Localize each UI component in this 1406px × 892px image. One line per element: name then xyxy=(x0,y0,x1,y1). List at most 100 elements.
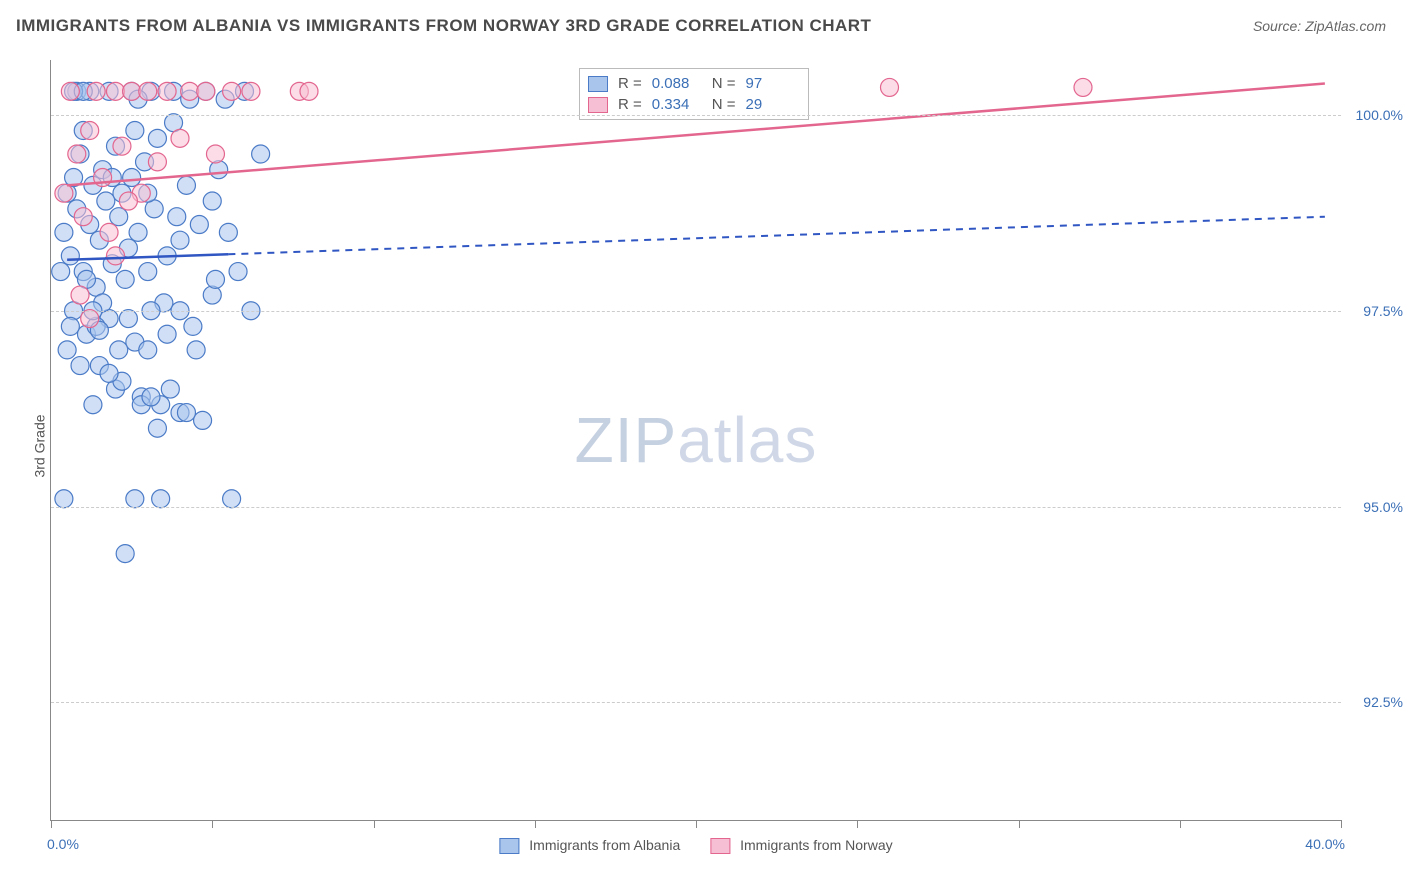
scatter-point xyxy=(107,247,125,265)
scatter-point xyxy=(206,145,224,163)
scatter-point xyxy=(119,310,137,328)
scatter-point xyxy=(210,161,228,179)
gridline-h xyxy=(51,115,1341,116)
scatter-point xyxy=(197,82,215,100)
scatter-point xyxy=(81,122,99,140)
plot-area: ZIPatlas R = 0.088 N = 97 R = 0.334 N = … xyxy=(50,60,1341,821)
scatter-point xyxy=(181,82,199,100)
scatter-point xyxy=(139,82,157,100)
x-tick xyxy=(696,820,697,828)
scatter-point xyxy=(71,286,89,304)
scatter-point xyxy=(119,192,137,210)
x-max-label: 40.0% xyxy=(1305,836,1345,852)
trend-line-dashed xyxy=(228,217,1325,255)
scatter-point xyxy=(61,247,79,265)
scatter-point xyxy=(123,169,141,187)
scatter-point xyxy=(139,263,157,281)
scatter-point xyxy=(87,82,105,100)
scatter-point xyxy=(55,490,73,508)
corr-row-norway: R = 0.334 N = 29 xyxy=(588,94,796,115)
scatter-point xyxy=(152,490,170,508)
scatter-point xyxy=(187,341,205,359)
x-tick xyxy=(51,820,52,828)
chart-title: IMMIGRANTS FROM ALBANIA VS IMMIGRANTS FR… xyxy=(16,16,871,36)
x-tick xyxy=(535,820,536,828)
y-tick-label: 100.0% xyxy=(1348,107,1403,123)
scatter-point xyxy=(1074,78,1092,96)
scatter-point xyxy=(223,490,241,508)
scatter-point xyxy=(58,341,76,359)
scatter-point xyxy=(123,82,141,100)
scatter-point xyxy=(203,192,221,210)
scatter-point xyxy=(84,396,102,414)
x-tick xyxy=(1019,820,1020,828)
scatter-point xyxy=(252,145,270,163)
scatter-point xyxy=(52,263,70,281)
scatter-point xyxy=(68,145,86,163)
x-tick xyxy=(1180,820,1181,828)
scatter-point xyxy=(190,216,208,234)
scatter-point xyxy=(229,263,247,281)
scatter-point xyxy=(100,223,118,241)
y-axis-label: 3rd Grade xyxy=(32,414,48,477)
x-tick xyxy=(1341,820,1342,828)
scatter-point xyxy=(113,137,131,155)
scatter-point xyxy=(177,176,195,194)
scatter-point xyxy=(203,286,221,304)
scatter-point xyxy=(129,223,147,241)
scatter-point xyxy=(139,341,157,359)
scatter-point xyxy=(81,310,99,328)
scatter-point xyxy=(71,357,89,375)
scatter-point xyxy=(55,223,73,241)
scatter-point xyxy=(242,82,260,100)
scatter-point xyxy=(171,129,189,147)
swatch-albania-icon xyxy=(499,838,519,854)
scatter-point xyxy=(219,223,237,241)
scatter-point xyxy=(97,192,115,210)
scatter-point xyxy=(148,153,166,171)
swatch-albania xyxy=(588,76,608,92)
scatter-point xyxy=(110,208,128,226)
scatter-point xyxy=(194,411,212,429)
scatter-point xyxy=(110,341,128,359)
scatter-point xyxy=(148,419,166,437)
scatter-point xyxy=(158,82,176,100)
scatter-point xyxy=(142,388,160,406)
legend-bottom: Immigrants from Albania Immigrants from … xyxy=(499,837,892,854)
scatter-point xyxy=(61,82,79,100)
scatter-point xyxy=(206,270,224,288)
scatter-point xyxy=(148,129,166,147)
y-tick-label: 97.5% xyxy=(1348,303,1403,319)
scatter-point xyxy=(100,364,118,382)
scatter-point xyxy=(126,490,144,508)
corr-row-albania: R = 0.088 N = 97 xyxy=(588,73,796,94)
scatter-point xyxy=(161,380,179,398)
legend-item-norway: Immigrants from Norway xyxy=(710,837,892,854)
scatter-point xyxy=(61,317,79,335)
correlation-box: R = 0.088 N = 97 R = 0.334 N = 29 xyxy=(579,68,809,120)
trend-line-solid xyxy=(67,254,228,260)
x-tick xyxy=(857,820,858,828)
gridline-h xyxy=(51,702,1341,703)
scatter-point xyxy=(107,82,125,100)
gridline-h xyxy=(51,311,1341,312)
scatter-point xyxy=(168,208,186,226)
y-tick-label: 95.0% xyxy=(1348,499,1403,515)
swatch-norway xyxy=(588,97,608,113)
scatter-point xyxy=(158,325,176,343)
legend-item-albania: Immigrants from Albania xyxy=(499,837,680,854)
x-tick xyxy=(374,820,375,828)
scatter-point xyxy=(55,184,73,202)
y-tick-label: 92.5% xyxy=(1348,694,1403,710)
scatter-point xyxy=(116,545,134,563)
scatter-point xyxy=(116,270,134,288)
x-tick xyxy=(212,820,213,828)
swatch-norway-icon xyxy=(710,838,730,854)
x-min-label: 0.0% xyxy=(47,836,79,852)
scatter-point xyxy=(177,404,195,422)
scatter-point xyxy=(300,82,318,100)
scatter-point xyxy=(171,231,189,249)
scatter-point xyxy=(223,82,241,100)
chart-svg xyxy=(51,60,1341,820)
scatter-point xyxy=(74,208,92,226)
